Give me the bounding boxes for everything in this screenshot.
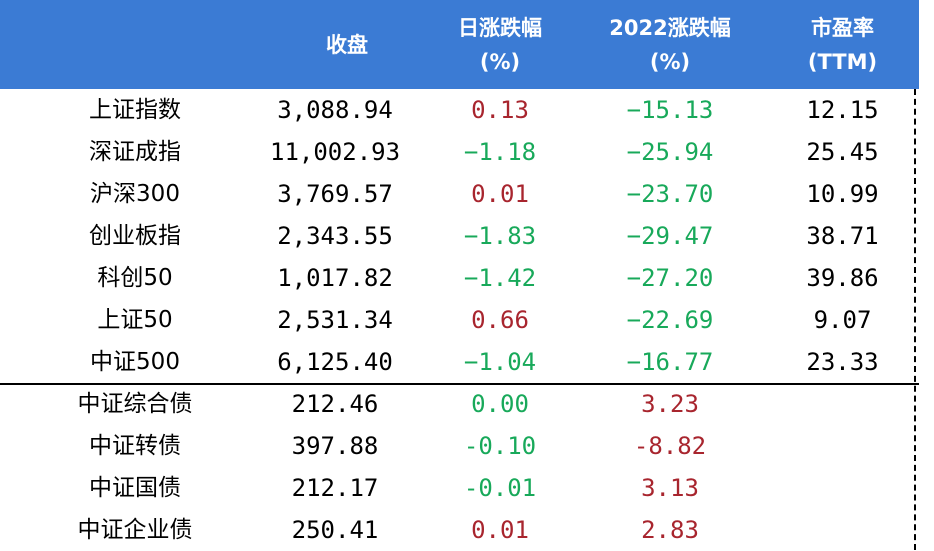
daily-change-value: -0.01	[463, 474, 537, 502]
index-name: 上证指数	[89, 97, 181, 123]
header-close: 收盘	[282, 0, 412, 89]
index-name: 创业板指	[89, 223, 181, 249]
header-pe-label: 市盈率	[811, 15, 874, 40]
table-right-border	[914, 89, 916, 550]
table-header: 收盘 日涨跌幅 (%) 2022涨跌幅 (%) 市盈率 (TTM)	[0, 0, 919, 89]
close-value: 6,125.40	[277, 348, 393, 376]
ytd-change-value: −27.20	[626, 264, 714, 292]
pe-value: 38.71	[806, 222, 879, 250]
daily-change-value: 0.01	[471, 516, 529, 544]
table-row: 中证国债 212.17 -0.01 3.13	[0, 467, 919, 509]
pe-value	[775, 509, 910, 551]
close-value: 397.88	[291, 432, 379, 460]
table-row: 沪深300 3,769.57 0.01 −23.70 10.99	[0, 173, 919, 215]
daily-change-value: 0.66	[471, 306, 529, 334]
pe-value: 10.99	[806, 180, 879, 208]
section-divider	[0, 383, 919, 385]
header-close-label: 收盘	[326, 32, 368, 57]
table-row: 上证指数 3,088.94 0.13 −15.13 12.15	[0, 89, 919, 131]
close-value: 11,002.93	[270, 138, 401, 166]
daily-change-value: −1.18	[463, 138, 537, 166]
daily-change-value: 0.01	[471, 180, 529, 208]
header-pe: 市盈率 (TTM)	[775, 0, 910, 89]
index-name: 上证50	[97, 307, 173, 333]
close-value: 1,017.82	[277, 264, 393, 292]
table-row: 中证综合债 212.46 0.00 3.23	[0, 383, 919, 425]
table-row: 中证企业债 250.41 0.01 2.83	[0, 509, 919, 551]
close-value: 2,343.55	[277, 222, 393, 250]
ytd-change-value: −16.77	[626, 348, 714, 376]
daily-change-value: -0.10	[463, 432, 537, 460]
ytd-change-value: −29.47	[626, 222, 714, 250]
ytd-change-value: −22.69	[626, 306, 714, 334]
table-row: 科创50 1,017.82 −1.42 −27.20 39.86	[0, 257, 919, 299]
header-daily-change: 日涨跌幅 (%)	[420, 0, 580, 89]
table-row: 中证500 6,125.40 −1.04 −16.77 23.33	[0, 341, 919, 383]
pe-value: 9.07	[813, 306, 872, 334]
pe-value	[775, 425, 910, 467]
table-row: 上证50 2,531.34 0.66 −22.69 9.07	[0, 299, 919, 341]
ytd-change-value: 3.23	[641, 390, 699, 418]
daily-change-value: 0.00	[471, 390, 529, 418]
daily-change-value: −1.04	[463, 348, 537, 376]
daily-change-value: −1.83	[463, 222, 537, 250]
pe-value: 39.86	[806, 264, 879, 292]
daily-change-value: 0.13	[471, 96, 529, 124]
header-pe-unit: (TTM)	[807, 49, 878, 74]
table-row: 深证成指 11,002.93 −1.18 −25.94 25.45	[0, 131, 919, 173]
index-name: 中证企业债	[77, 517, 193, 543]
close-value: 212.46	[291, 390, 379, 418]
close-value: 250.41	[291, 516, 379, 544]
close-value: 3,088.94	[277, 96, 393, 124]
table-row: 中证转债 397.88 -0.10 -8.82	[0, 425, 919, 467]
header-ytd-change: 2022涨跌幅 (%)	[590, 0, 750, 89]
table-row: 创业板指 2,343.55 −1.83 −29.47 38.71	[0, 215, 919, 257]
daily-change-value: −1.42	[463, 264, 537, 292]
index-name: 深证成指	[89, 139, 181, 165]
close-value: 2,531.34	[277, 306, 393, 334]
header-daily-label: 日涨跌幅	[458, 15, 542, 40]
ytd-change-value: −25.94	[626, 138, 714, 166]
index-name: 中证国债	[89, 475, 181, 501]
index-name: 沪深300	[90, 181, 180, 207]
header-daily-unit: (%)	[479, 49, 521, 74]
pe-value: 12.15	[806, 96, 879, 124]
ytd-change-value: −15.13	[626, 96, 714, 124]
header-ytd-unit: (%)	[649, 49, 691, 74]
ytd-change-value: −23.70	[626, 180, 714, 208]
ytd-change-value: 2.83	[641, 516, 699, 544]
index-name: 中证综合债	[77, 391, 193, 417]
index-name: 科创50	[97, 265, 173, 291]
pe-value: 23.33	[806, 348, 879, 376]
pe-value	[775, 467, 910, 509]
index-name: 中证转债	[89, 433, 181, 459]
header-ytd-label: 2022涨跌幅	[609, 15, 731, 40]
ytd-change-value: -8.82	[633, 432, 707, 460]
close-value: 212.17	[291, 474, 379, 502]
index-name: 中证500	[90, 349, 180, 375]
pe-value: 25.45	[806, 138, 879, 166]
pe-value	[775, 383, 910, 425]
close-value: 3,769.57	[277, 180, 393, 208]
ytd-change-value: 3.13	[641, 474, 699, 502]
